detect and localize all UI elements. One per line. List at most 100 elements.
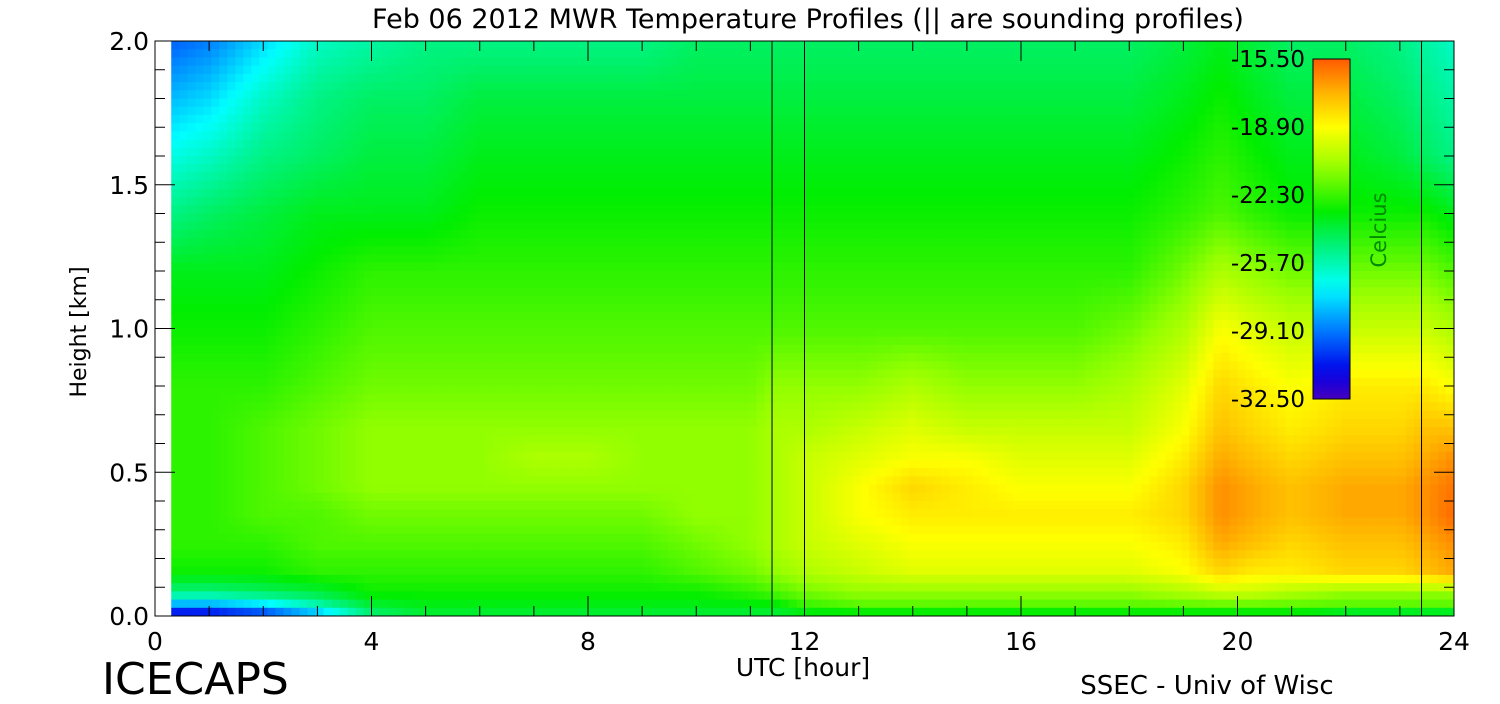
heatmap-cell	[828, 279, 838, 289]
heatmap-cell	[515, 221, 525, 231]
heatmap-cell	[732, 156, 742, 165]
heatmap-cell	[756, 213, 766, 223]
heatmap-cell	[187, 106, 196, 116]
heatmap-cell	[580, 238, 589, 247]
heatmap-cell	[900, 65, 910, 75]
heatmap-cell	[1165, 279, 1174, 289]
heatmap-cell	[628, 229, 637, 239]
heatmap-cell	[740, 49, 750, 59]
heatmap-cell	[1421, 221, 1431, 231]
heatmap-cell	[716, 164, 726, 174]
heatmap-cell	[1109, 41, 1118, 50]
heatmap-cell	[419, 172, 429, 182]
heatmap-cell	[580, 287, 589, 297]
heatmap-cell	[540, 279, 549, 289]
heatmap-cell	[1405, 188, 1415, 198]
heatmap-cell	[1013, 73, 1022, 83]
heatmap-cell	[283, 41, 293, 50]
heatmap-cell	[1261, 65, 1271, 75]
heatmap-cell	[1013, 156, 1022, 165]
heatmap-cell	[1149, 82, 1158, 91]
heatmap-cell	[355, 90, 365, 100]
heatmap-cell	[395, 246, 405, 256]
heatmap-cell	[1157, 287, 1166, 297]
heatmap-cell	[628, 49, 637, 59]
heatmap-cell	[243, 98, 253, 108]
heatmap-cell	[836, 114, 846, 124]
heatmap-cell	[716, 238, 726, 247]
heatmap-cell	[227, 197, 236, 206]
heatmap-cell	[924, 98, 934, 108]
heatmap-cell	[315, 65, 325, 75]
heatmap-cell	[515, 197, 525, 206]
heatmap-cell	[1285, 188, 1295, 198]
heatmap-cell	[732, 131, 742, 141]
heatmap-cell	[1213, 131, 1223, 141]
heatmap-cell	[948, 246, 958, 256]
heatmap-cell	[580, 65, 589, 75]
heatmap-cell	[1125, 123, 1134, 132]
heatmap-cell	[1413, 156, 1423, 165]
heatmap-cell	[580, 147, 589, 157]
heatmap-cell	[507, 65, 517, 75]
heatmap-cell	[235, 82, 244, 91]
heatmap-cell	[668, 73, 677, 83]
heatmap-cell	[1421, 262, 1431, 272]
heatmap-cell	[387, 246, 397, 256]
heatmap-cell	[908, 114, 918, 124]
heatmap-cell	[796, 90, 806, 100]
heatmap-cell	[203, 295, 212, 305]
heatmap-cell	[644, 279, 653, 289]
heatmap-cell	[331, 156, 341, 165]
heatmap-cell	[748, 57, 758, 67]
heatmap-cell	[1013, 123, 1022, 132]
heatmap-cell	[652, 139, 661, 149]
heatmap-cell	[580, 57, 589, 67]
heatmap-cell	[1365, 197, 1375, 206]
heatmap-cell	[540, 106, 549, 116]
heatmap-cell	[1293, 123, 1303, 132]
heatmap-cell	[483, 238, 493, 247]
heatmap-cell	[459, 180, 469, 190]
heatmap-cell	[564, 213, 573, 223]
heatmap-cell	[1269, 147, 1279, 157]
heatmap-cell	[1173, 246, 1183, 256]
heatmap-cell	[997, 213, 1006, 223]
heatmap-cell	[772, 172, 782, 182]
heatmap-cell	[660, 172, 669, 182]
heatmap-cell	[483, 57, 493, 67]
heatmap-cell	[1053, 172, 1062, 182]
heatmap-cell	[299, 57, 309, 67]
heatmap-cell	[1365, 254, 1375, 264]
heatmap-cell	[363, 238, 373, 247]
heatmap-cell	[852, 73, 862, 83]
heatmap-cell	[844, 279, 854, 289]
heatmap-cell	[612, 205, 621, 215]
heatmap-cell	[1013, 279, 1022, 289]
heatmap-cell	[195, 205, 204, 215]
heatmap-cell	[1253, 57, 1263, 67]
heatmap-cell	[652, 213, 661, 223]
heatmap-cell	[740, 82, 750, 91]
heatmap-cell	[267, 279, 277, 289]
heatmap-cell	[1141, 131, 1150, 141]
heatmap-cell	[1445, 131, 1454, 141]
heatmap-cell	[1437, 197, 1447, 206]
heatmap-cell	[171, 246, 180, 256]
heatmap-cell	[227, 172, 236, 182]
heatmap-cell	[387, 114, 397, 124]
heatmap-cell	[844, 131, 854, 141]
heatmap-cell	[1101, 246, 1110, 256]
heatmap-cell	[724, 139, 734, 149]
heatmap-cell	[299, 156, 309, 165]
heatmap-cell	[1141, 98, 1150, 108]
heatmap-cell	[764, 246, 774, 256]
heatmap-cell	[379, 188, 389, 198]
heatmap-cell	[548, 90, 557, 100]
heatmap-cell	[724, 205, 734, 215]
heatmap-cell	[708, 271, 718, 280]
heatmap-cell	[179, 279, 188, 289]
heatmap-cell	[1437, 279, 1447, 289]
heatmap-cell	[283, 221, 293, 231]
heatmap-cell	[1429, 262, 1439, 272]
